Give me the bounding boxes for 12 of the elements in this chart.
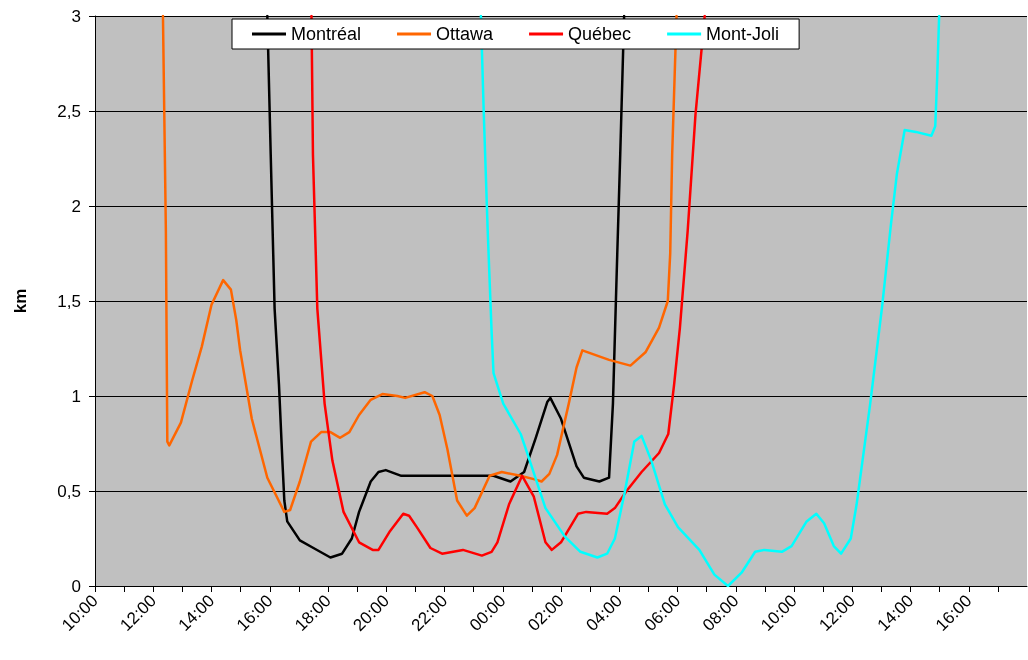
y-axis-title: km (11, 288, 30, 314)
legend-label: Québec (568, 24, 632, 44)
y-tick-label: 1 (71, 386, 81, 406)
y-tick-label: 2 (71, 196, 81, 216)
y-tick-label: 2,5 (57, 101, 81, 121)
legend-label: Mont-Joli (706, 24, 780, 44)
y-tick-label: 3 (71, 6, 81, 26)
y-tick-label: 0 (71, 576, 81, 596)
legend-label: Montréal (291, 24, 362, 44)
y-tick-label: 0,5 (57, 481, 81, 501)
legend-label: Ottawa (436, 24, 495, 44)
y-tick-label: 1,5 (57, 291, 81, 311)
